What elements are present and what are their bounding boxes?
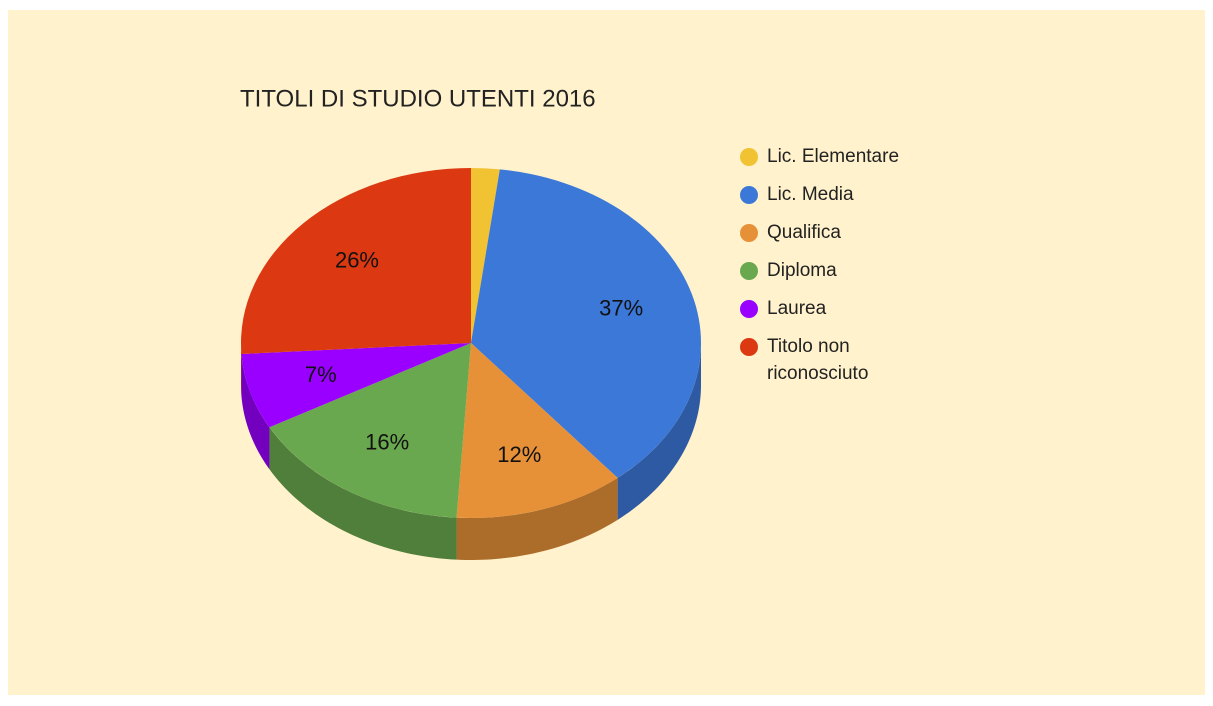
slice [471, 168, 500, 343]
legend-swatch [740, 148, 758, 166]
slice-side [456, 477, 618, 560]
legend-swatch [740, 224, 758, 242]
data-label: 12% [497, 442, 541, 467]
legend-swatch [740, 186, 758, 204]
legend-label: Diploma [767, 260, 837, 281]
legend-label: Lic. Media [767, 184, 854, 205]
legend-item: Laurea [740, 297, 937, 322]
slice-side [241, 353, 270, 470]
slice [241, 168, 471, 354]
legend-swatch [740, 338, 758, 356]
legend-label: Qualifica [767, 222, 841, 243]
data-label: 37% [599, 296, 643, 321]
legend-label: Titolo non riconosciuto [767, 336, 869, 384]
slice [241, 343, 471, 428]
legend-swatch [740, 300, 758, 318]
legend-label: Lic. Elementare [767, 146, 900, 167]
chart-title: TITOLI DI STUDIO UTENTI 2016 [240, 85, 596, 112]
legend-item: Lic. Elementare [740, 145, 937, 170]
legend-item: Titolo non riconosciuto [740, 335, 937, 387]
legend-item: Qualifica [740, 221, 937, 246]
slice [471, 169, 701, 478]
slice-side [269, 427, 457, 560]
legend-swatch [740, 262, 758, 280]
legend-item: Lic. Media [740, 183, 937, 208]
data-label: 26% [335, 247, 379, 272]
slice [269, 343, 471, 518]
data-label: 7% [305, 362, 337, 387]
data-label: 16% [365, 429, 409, 454]
legend-item: Diploma [740, 259, 937, 284]
slice [456, 343, 618, 518]
legend: Lic. Elementare Lic. Media Qualifica Diplom… [740, 145, 937, 400]
slice-side [617, 343, 701, 520]
legend-label: Laurea [767, 298, 827, 319]
